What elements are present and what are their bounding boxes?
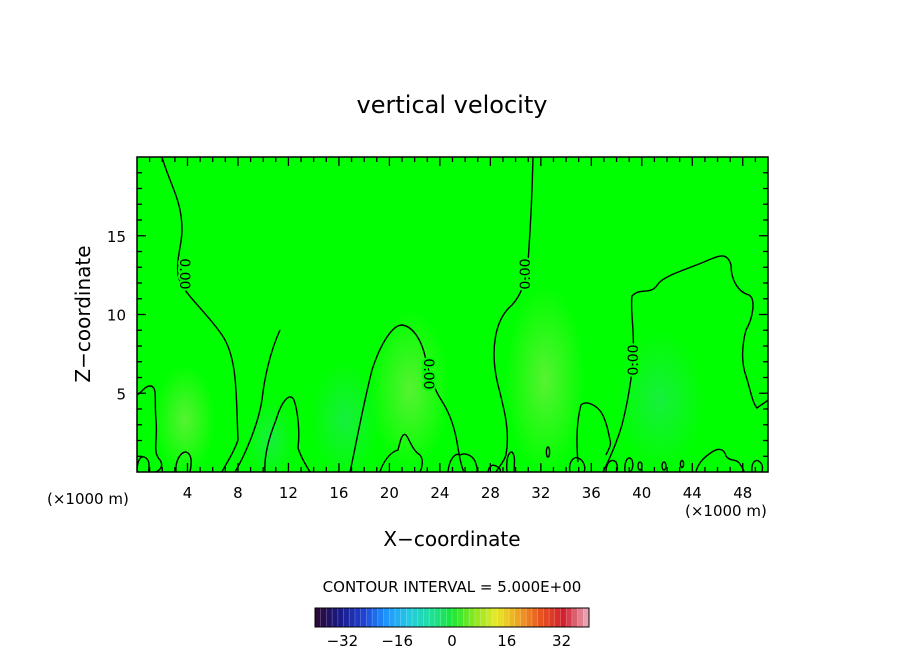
colorbar-cell (514, 608, 521, 627)
x-tick-label: 48 (733, 484, 752, 502)
colorbar-cell (429, 608, 436, 627)
colorbar-frame (314, 607, 590, 628)
x-unit-right: (×1000 m) (685, 502, 767, 520)
colorbar-cell (480, 608, 487, 627)
colorbar-cell (343, 608, 350, 627)
colorbar-cell (366, 608, 373, 627)
colorbar-cell (400, 608, 407, 627)
colorbar-cell (491, 608, 498, 627)
colorbar-cell (389, 608, 396, 627)
colorbar-cell (554, 608, 561, 627)
colorbar-cell (571, 608, 578, 627)
colorbar-cell (497, 608, 504, 627)
colorbar-cell (549, 608, 556, 627)
colorbar-cell (349, 608, 356, 627)
y-tick-label: 15 (107, 228, 126, 246)
zero-contours (137, 157, 768, 472)
x-tick-label: 40 (632, 484, 651, 502)
colorbar-cell (320, 608, 327, 627)
colorbar-cell (434, 608, 441, 627)
colorbar-cell (583, 608, 590, 627)
colorbar-cell (566, 608, 573, 627)
x-tick-label: 36 (582, 484, 601, 502)
colorbar-tick-labels: −32 −16 0 16 32 (327, 632, 572, 650)
colorbar-cell (326, 608, 333, 627)
y-axis-label: Z−coordinate (71, 245, 95, 382)
colorbar-cell (537, 608, 544, 627)
colorbar-cell (469, 608, 476, 627)
colorbar-cell (406, 608, 413, 627)
x-tick-label: 4 (183, 484, 193, 502)
plot-area: 0.00 0.00 0.00 0.00 (136, 156, 769, 473)
colorbar-cell (337, 608, 344, 627)
colorbar-cell (560, 608, 567, 627)
contour-label: 0.00 (176, 258, 192, 289)
colorbar-cell (503, 608, 510, 627)
contour-label: 0.00 (420, 358, 436, 389)
colorbar-cell (577, 608, 584, 627)
colorbar-cell (354, 608, 361, 627)
contour-interval: CONTOUR INTERVAL = 5.000E+00 (323, 578, 582, 596)
x-tick-label: 16 (329, 484, 348, 502)
colorbar-cell (531, 608, 538, 627)
x-tick-label: 44 (683, 484, 702, 502)
colorbar-cell (446, 608, 453, 627)
colorbar-cell (332, 608, 339, 627)
colorbar-cell (417, 608, 424, 627)
contour-label: 0.00 (518, 258, 534, 289)
colorbar-cell (474, 608, 481, 627)
colorbar-cell (315, 608, 322, 627)
colorbar (314, 607, 590, 628)
colorbar-tick-label: 16 (497, 632, 516, 650)
x-tick-label: 24 (430, 484, 449, 502)
colorbar-cell (377, 608, 384, 627)
x-tick-label: 20 (380, 484, 399, 502)
axis-ticks (137, 157, 768, 472)
x-axis-label: X−coordinate (383, 527, 520, 551)
x-tick-label: 32 (531, 484, 550, 502)
x-tick-label: 12 (279, 484, 298, 502)
colorbar-tick-label: −32 (327, 632, 359, 650)
colorbar-cell (440, 608, 447, 627)
y-tick-label: 10 (107, 307, 126, 325)
colorbar-tick-label: 0 (447, 632, 457, 650)
x-tick-labels: 4 8 12 16 20 24 28 32 36 40 44 48 (183, 484, 753, 502)
colorbar-cell (520, 608, 527, 627)
contour-label: 0.00 (626, 344, 642, 375)
x-tick-label: 28 (481, 484, 500, 502)
colorbar-cell (412, 608, 419, 627)
x-tick-label: 8 (233, 484, 243, 502)
colorbar-cell (394, 608, 401, 627)
x-unit-left: (×1000 m) (47, 490, 129, 508)
colorbar-cell (457, 608, 464, 627)
colorbar-cell (372, 608, 379, 627)
colorbar-cell (360, 608, 367, 627)
colorbar-cell (452, 608, 459, 627)
colorbar-cell (509, 608, 516, 627)
colorbar-cell (543, 608, 550, 627)
colorbar-cell (383, 608, 390, 627)
colorbar-cell (486, 608, 493, 627)
chart-title: vertical velocity (357, 91, 548, 119)
y-tick-labels: 5 10 15 (107, 228, 126, 404)
y-tick-label: 5 (116, 385, 126, 403)
colorbar-tick-label: −16 (381, 632, 413, 650)
colorbar-cell (526, 608, 533, 627)
colorbar-tick-label: 32 (552, 632, 571, 650)
colorbar-cell (463, 608, 470, 627)
colorbar-cell (423, 608, 430, 627)
